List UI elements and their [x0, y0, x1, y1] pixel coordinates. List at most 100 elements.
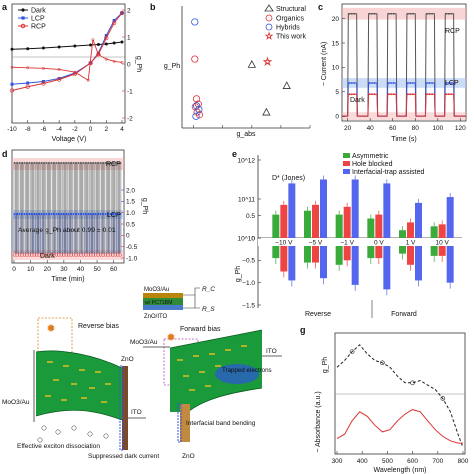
category-label: 1 V	[406, 240, 416, 247]
bar-dstar	[438, 224, 446, 238]
cycle-point-rcp	[72, 161, 75, 165]
cycle-point-dark	[13, 253, 17, 257]
cycle-point-dark	[44, 253, 49, 257]
cycle-point-rcp	[116, 161, 119, 165]
point-organics	[192, 95, 201, 103]
trace-point	[447, 12, 450, 15]
tick-label: 1.0	[126, 210, 135, 217]
panel-a: a Dark LCP RCP -10 -8 -6 -4 -2 0 2 4 2 1 0 -1 -2 Vo…	[2, 2, 142, 143]
trace-point	[409, 12, 412, 15]
point-lcp	[10, 82, 14, 86]
forward-band-fill	[170, 330, 262, 412]
cycle-point-dark	[111, 253, 115, 257]
tick-label: 20	[332, 16, 340, 23]
cycle-point-lcp	[20, 212, 24, 216]
cycle-point-dark	[15, 253, 19, 257]
tick-label: 15	[332, 40, 340, 47]
cycle-point-rcp	[60, 161, 63, 165]
panel-d-right-label: g_Ph	[141, 198, 148, 214]
reverse-label-zno: ZnO	[121, 356, 134, 363]
point-hybrids	[192, 112, 200, 120]
cycle-point-lcp	[101, 212, 105, 216]
bar-gph	[335, 246, 343, 265]
trace-point	[412, 93, 414, 96]
panel-a-xticks: -10 -8 -6 -4 -2 0 2 4	[7, 120, 124, 133]
cycle-point-rcp	[87, 161, 90, 165]
tick-label: -1.0	[126, 255, 138, 262]
cycle-point-dark	[62, 253, 66, 257]
tick-label: 60	[110, 266, 118, 273]
cycle-point-dark	[89, 253, 93, 257]
cycle-point-dark	[57, 253, 61, 257]
panel-a-right-label: g_Ph	[135, 56, 142, 72]
tick-label: 400	[357, 458, 368, 465]
gph-point	[104, 57, 108, 61]
legend-marker-lcp	[21, 16, 25, 20]
panel-g: g 300 400 500 600 700 800 Wavelength (nm) − A…	[300, 325, 469, 474]
tick-label: 0	[12, 266, 16, 273]
trace-point	[407, 82, 409, 84]
cycle-point-lcp	[97, 212, 100, 216]
cycle-point-rcp	[62, 161, 65, 165]
panel-d-plot	[12, 158, 124, 260]
gph-point	[73, 70, 77, 74]
trace-point	[387, 93, 390, 96]
panel-c-ylabel: − Current (nA)	[321, 42, 328, 87]
bar-gph	[304, 246, 311, 263]
tick-label: 2	[127, 7, 131, 14]
panel-b: b ☆ g_Ph g_abs Structural Organics Hybri…	[150, 2, 311, 138]
tick-label: 0	[126, 233, 130, 240]
bar-gph	[383, 246, 391, 290]
trace-point	[371, 12, 373, 15]
tick-label: −1.5	[242, 302, 255, 309]
reverse-label-ito: ITO	[131, 409, 142, 416]
cycle-point-rcp	[57, 161, 60, 165]
gph-marker	[380, 360, 385, 366]
bar-gph	[375, 246, 383, 259]
bar-gph	[399, 246, 406, 254]
bar-dstar	[335, 214, 343, 238]
point-dark	[112, 41, 116, 45]
bar-dstar	[446, 197, 454, 238]
point-dark	[120, 40, 124, 44]
bar-dstar	[304, 210, 311, 238]
cycle-point-rcp	[106, 161, 110, 165]
cycle-point-rcp	[82, 161, 85, 165]
panel-g-xlabel: Wavelength (nm)	[373, 467, 426, 474]
cycle-point-dark	[91, 253, 95, 257]
bar-dstar	[367, 218, 375, 238]
trace-point	[428, 93, 431, 96]
legend-marker-dark	[21, 8, 25, 12]
cycle-point-rcp	[18, 161, 21, 165]
panel-a-legend: Dark LCP RCP	[18, 8, 46, 31]
reverse-label-dissociation: Effective exciton dissociation	[17, 443, 100, 450]
carrier-circle	[87, 431, 93, 437]
cycle-point-dark	[79, 253, 83, 257]
cycle-point-rcp	[119, 161, 122, 165]
band-lcp	[342, 78, 466, 88]
trace-point	[390, 12, 393, 15]
cycle-point-lcp	[116, 212, 119, 216]
trace-point	[392, 12, 395, 15]
trace-point	[445, 93, 448, 96]
trace-point	[428, 12, 431, 15]
tick-label: 0	[89, 126, 93, 133]
stack-layer-active	[143, 298, 183, 305]
cycle-point-rcp	[38, 161, 41, 165]
trace-point	[426, 12, 429, 15]
panel-f: MoO3/Au w/ PC71BM ZnO/ITO R_C R_S ✹ Reve…	[2, 286, 282, 460]
panel-c-yticks: 0 5 10 15 20	[332, 16, 345, 120]
panel-g-ylabel-top: g_Ph	[322, 357, 329, 373]
cycle-point-dark	[71, 253, 76, 257]
trace-point	[407, 93, 409, 96]
panel-e-ylabel-top: D* (Jones)	[272, 175, 305, 182]
trace-point	[431, 82, 433, 84]
cycle-point-lcp	[16, 212, 19, 216]
forward-charge-markers	[177, 345, 247, 391]
reverse-zno-layer	[122, 366, 128, 450]
forward-bias-title: Forward bias	[180, 326, 221, 333]
cycle-point-lcp	[72, 212, 75, 216]
cycle-point-lcp	[52, 212, 56, 216]
gph-point	[57, 67, 61, 71]
cycle-point-dark	[74, 253, 78, 257]
